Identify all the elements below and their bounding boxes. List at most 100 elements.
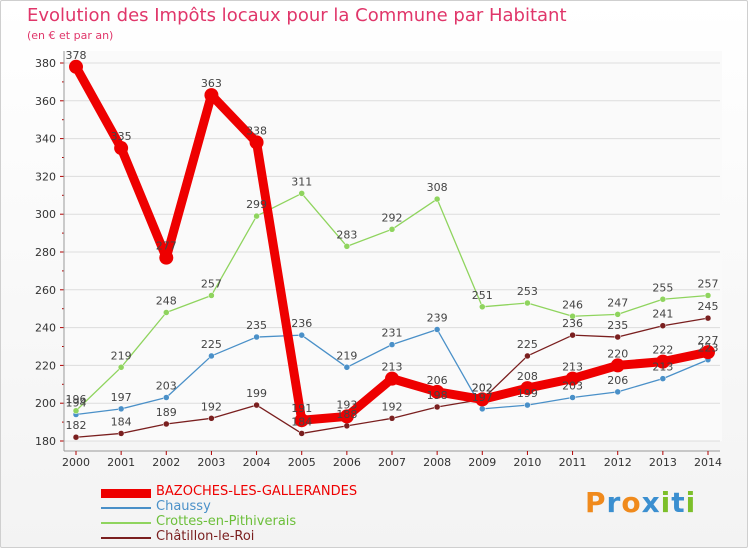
logo-letter: x bbox=[641, 486, 661, 519]
x-tick-label: 2010 bbox=[513, 456, 541, 469]
data-label-0: 378 bbox=[66, 49, 87, 62]
data-point-1 bbox=[343, 364, 351, 371]
data-label-1: 199 bbox=[517, 387, 538, 400]
x-tick-label: 2007 bbox=[378, 456, 406, 469]
x-tick-label: 2009 bbox=[468, 456, 496, 469]
data-label-3: 225 bbox=[517, 338, 538, 351]
legend-swatch-2 bbox=[101, 522, 151, 524]
data-label-0: 206 bbox=[427, 374, 448, 387]
data-label-0: 193 bbox=[336, 398, 357, 411]
data-label-1: 231 bbox=[382, 327, 403, 340]
data-label-2: 255 bbox=[652, 281, 673, 294]
logo-letter: i bbox=[685, 486, 697, 519]
y-tick-label: 240 bbox=[35, 322, 56, 335]
data-point-2 bbox=[388, 226, 396, 233]
data-point-1 bbox=[208, 352, 215, 360]
data-point-3 bbox=[343, 422, 351, 430]
data-label-1: 223 bbox=[698, 342, 719, 355]
data-label-2: 253 bbox=[517, 285, 538, 298]
data-label-0: 208 bbox=[517, 370, 538, 383]
data-point-0 bbox=[520, 381, 535, 396]
data-point-2 bbox=[659, 296, 667, 303]
data-point-3 bbox=[253, 401, 260, 409]
logo-letter: o bbox=[621, 486, 642, 519]
y-tick-label: 260 bbox=[35, 284, 56, 297]
data-point-0 bbox=[610, 358, 625, 373]
x-tick-label: 2003 bbox=[197, 456, 225, 469]
data-point-3 bbox=[433, 403, 441, 411]
data-label-3: 184 bbox=[111, 415, 132, 428]
data-label-0: 220 bbox=[607, 347, 628, 360]
data-label-2: 248 bbox=[156, 294, 177, 307]
logo-letter: P bbox=[585, 486, 607, 519]
data-label-1: 203 bbox=[156, 380, 177, 393]
data-label-3: 192 bbox=[201, 400, 222, 413]
legend-label-0: BAZOCHES-LES-GALLERANDES bbox=[156, 484, 358, 499]
data-label-1: 197 bbox=[111, 391, 132, 404]
data-point-2 bbox=[208, 292, 215, 299]
data-label-3: 236 bbox=[562, 317, 583, 330]
data-label-3: 235 bbox=[607, 319, 628, 332]
data-point-3 bbox=[117, 430, 125, 437]
data-label-3: 192 bbox=[382, 400, 403, 413]
legend-label-2: Crottes-en-Pithiverais bbox=[156, 514, 297, 529]
data-label-1: 197 bbox=[472, 391, 493, 404]
data-label-0: 335 bbox=[111, 130, 132, 143]
x-tick-label: 2000 bbox=[62, 456, 90, 469]
data-label-3: 245 bbox=[698, 300, 719, 313]
data-point-1 bbox=[524, 401, 531, 409]
data-point-0 bbox=[294, 413, 309, 428]
data-label-0: 213 bbox=[382, 361, 403, 374]
data-label-2: 308 bbox=[427, 181, 448, 194]
x-tick-label: 2005 bbox=[288, 456, 316, 469]
data-point-2 bbox=[704, 292, 712, 299]
data-point-0 bbox=[430, 384, 445, 399]
y-tick-label: 220 bbox=[35, 359, 56, 372]
data-point-2 bbox=[433, 195, 441, 203]
data-point-3 bbox=[72, 433, 80, 441]
data-label-2: 257 bbox=[201, 277, 222, 290]
data-label-2: 246 bbox=[562, 298, 583, 311]
data-label-1: 194 bbox=[66, 397, 87, 410]
data-label-1: 203 bbox=[562, 380, 583, 393]
y-tick-label: 360 bbox=[35, 95, 56, 108]
y-tick-label: 200 bbox=[35, 397, 56, 410]
data-label-2: 299 bbox=[246, 198, 267, 211]
data-label-1: 219 bbox=[336, 349, 357, 362]
data-point-0 bbox=[701, 345, 715, 360]
proxiti-logo: Proxiti bbox=[585, 486, 696, 519]
y-tick-label: 380 bbox=[35, 57, 56, 70]
x-tick-label: 2012 bbox=[604, 456, 632, 469]
data-point-3 bbox=[704, 314, 712, 322]
data-point-3 bbox=[298, 430, 305, 437]
x-tick-label: 2008 bbox=[423, 456, 451, 469]
x-tick-label: 2001 bbox=[107, 456, 135, 469]
legend-swatch-0 bbox=[101, 489, 151, 498]
data-label-3: 188 bbox=[336, 408, 357, 421]
data-label-2: 219 bbox=[111, 349, 132, 362]
data-label-0: 363 bbox=[201, 77, 222, 90]
data-point-0 bbox=[385, 371, 399, 386]
data-label-1: 236 bbox=[291, 317, 312, 330]
data-point-1 bbox=[117, 405, 125, 413]
data-label-1: 206 bbox=[607, 374, 628, 387]
legend-label-1: Chaussy bbox=[156, 499, 211, 514]
y-tick-label: 340 bbox=[35, 133, 56, 146]
data-point-2 bbox=[614, 311, 621, 318]
chart-title: Evolution des Impôts locaux pour la Comm… bbox=[27, 5, 567, 26]
data-label-3: 182 bbox=[66, 419, 87, 432]
data-point-2 bbox=[479, 303, 486, 311]
data-point-3 bbox=[208, 415, 215, 422]
data-point-2 bbox=[298, 190, 305, 197]
y-tick-label: 320 bbox=[35, 170, 56, 183]
data-point-2 bbox=[253, 212, 260, 220]
legend-swatch-3 bbox=[101, 537, 151, 539]
data-point-2 bbox=[569, 313, 576, 320]
data-label-0: 222 bbox=[652, 344, 673, 357]
data-point-3 bbox=[163, 420, 170, 428]
chart-subtitle: (en € et par an) bbox=[27, 29, 114, 42]
x-tick-label: 2014 bbox=[694, 456, 722, 469]
data-point-0 bbox=[655, 354, 670, 369]
data-label-2: 196 bbox=[66, 393, 87, 406]
